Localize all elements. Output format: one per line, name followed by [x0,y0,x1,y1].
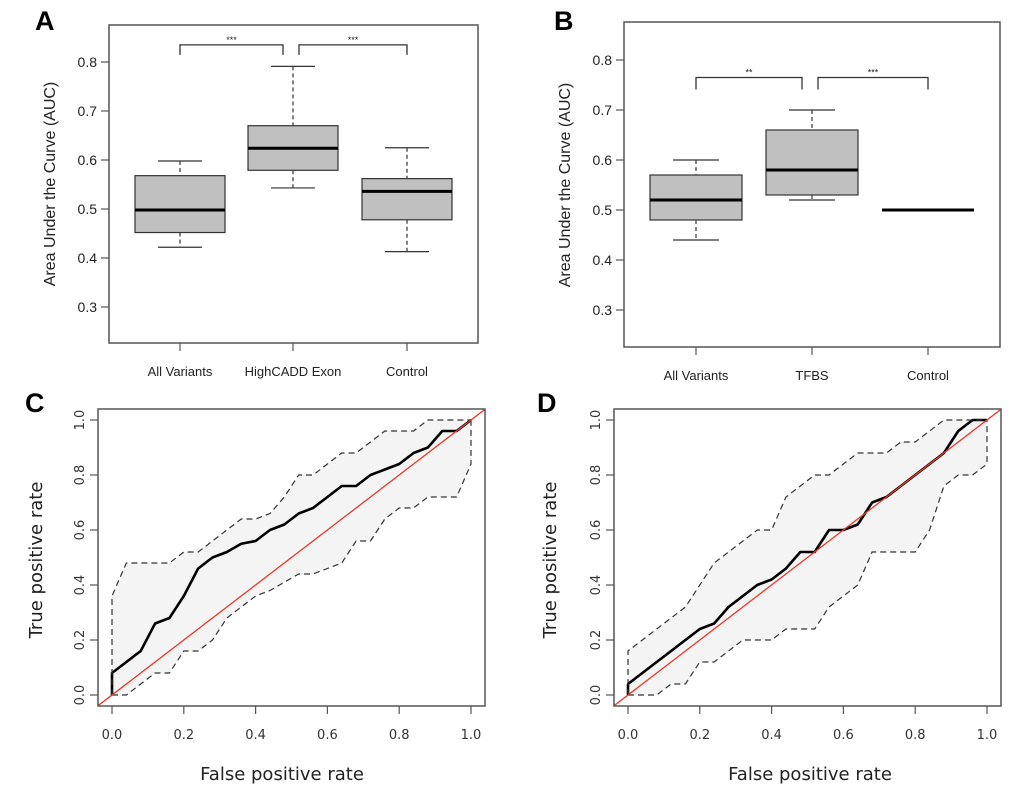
x-tick-label: 0.8 [905,728,926,743]
bracket-line [298,44,408,55]
y-tick-label: 0.6 [73,520,88,541]
y-tick-label: 0.8 [73,465,88,486]
ticks-c: 0.0 0.0 0.2 0.2 0.4 0.4 0.6 0.6 0.8 0.8 1.0 1.0 [73,410,481,743]
x-tick-label: 1.0 [977,728,998,743]
significance-label: *** [348,35,359,45]
plot-frame-c [97,408,486,707]
box-all-variants [134,160,226,248]
ticks-d: 0.0 0.0 0.2 0.2 0.4 0.4 0.6 0.6 0.8 0.8 1.0 1.0 [589,410,997,743]
x-tick-label: All Variants [664,368,729,383]
iqr-box [649,174,743,221]
y-tick-label: 0.6 [589,520,604,541]
significance-bracket: *** [179,35,284,55]
bracket-line [179,44,284,55]
box-plot-b-marks: ** *** [649,68,974,241]
y-tick-label: 0.3 [593,302,613,318]
box-highcadd-exon [247,65,339,189]
y-axis-title-c: True positive rate [26,482,47,640]
x-tick-label: 0.0 [618,728,639,743]
box-plot-a-marks: *** *** [134,35,453,253]
y-tick-label: 0.8 [593,52,613,68]
panel-b: B Area Under the Curve (AUC) ** *** 0.30.… [554,6,1001,383]
y-tick-label: 0.8 [78,54,98,70]
x-tick-label: 0.6 [833,728,854,743]
panel-a: A Area Under the Curve (AUC) *** *** 0.30… [35,6,479,379]
bracket-line [817,76,929,90]
roc-plot-c-marks [98,409,485,706]
x-tick-label: 0.2 [173,728,194,743]
y-tick-label: 0.3 [78,299,98,315]
panel-d: D True positive rate False positive rate… [537,388,1002,785]
y-axis-title-d: True positive rate [540,482,561,640]
y-tick-label: 0.2 [589,630,604,651]
y-tick-label: 0.8 [589,465,604,486]
box-control [361,147,453,253]
y-tick-label: 0.0 [73,685,88,706]
y-tick-label: 0.5 [593,202,613,218]
x-tick-label: 0.2 [689,728,710,743]
y-tick-label: 0.6 [78,152,98,168]
x-ticks-a: All Variants HighCADD Exon Control [148,343,428,379]
panel-letter-a: A [35,6,55,36]
roc-plot-area [614,409,1001,706]
significance-label: *** [226,35,237,45]
box-tfbs [765,109,859,201]
y-tick-label: 0.4 [73,575,88,596]
x-tick-label: 0.4 [245,728,266,743]
x-axis-title-c: False positive rate [200,764,364,785]
x-tick-label: 1.0 [461,728,482,743]
y-tick-label: 0.2 [73,630,88,651]
x-tick-label: TFBS [795,368,829,383]
y-axis-title-a: Area Under the Curve (AUC) [42,82,59,287]
iqr-box [134,175,226,234]
x-ticks-b: All Variants TFBS Control [664,347,949,383]
bracket-line [695,76,803,90]
panel-letter-c: C [25,388,45,418]
box-all-variants [649,159,743,241]
chance-diagonal-line [614,409,1001,706]
x-tick-label: HighCADD Exon [245,364,342,379]
iqr-box [361,178,453,221]
panel-c: C True positive rate False positive rate… [25,388,486,785]
y-tick-label: 0.6 [593,152,613,168]
y-tick-label: 0.0 [589,685,604,706]
y-ticks-b: 0.3 0.4 0.5 0.6 0.7 0.8 [593,52,624,318]
x-tick-label: 0.4 [761,728,782,743]
x-tick-label: 0.8 [389,728,410,743]
x-tick-label: Control [386,364,428,379]
significance-label: *** [868,68,879,78]
x-tick-label: 0.0 [102,728,123,743]
roc-plot-area [98,409,485,706]
roc-plot-d-marks [614,409,1001,706]
significance-bracket: *** [298,35,408,55]
chance-diagonal-line [98,409,485,706]
y-tick-label: 1.0 [73,410,88,431]
mean-roc-line [110,418,472,695]
plot-frame-d [613,408,1002,707]
panel-letter-d: D [537,388,557,418]
significance-bracket: ** [695,68,803,90]
significance-label: ** [745,68,753,78]
y-tick-label: 0.4 [593,252,613,268]
x-axis-title-d: False positive rate [728,764,892,785]
y-ticks-a: 0.3 0.4 0.5 0.6 0.7 0.8 [78,54,109,315]
lower-bound-line [112,420,472,696]
x-tick-label: Control [907,368,949,383]
y-tick-label: 0.5 [78,201,98,217]
x-tick-label: All Variants [148,364,213,379]
y-tick-label: 1.0 [589,410,604,431]
upper-bound-line [627,419,987,695]
iqr-box [765,129,859,196]
y-axis-title-b: Area Under the Curve (AUC) [557,83,574,288]
panel-letter-b: B [554,6,574,36]
y-tick-label: 0.7 [78,103,98,119]
significance-bracket: *** [817,68,929,90]
y-tick-label: 0.4 [589,575,604,596]
y-tick-label: 0.4 [78,250,98,266]
lower-bound-line [628,420,988,696]
y-tick-label: 0.7 [593,102,613,118]
x-tick-label: 0.6 [317,728,338,743]
